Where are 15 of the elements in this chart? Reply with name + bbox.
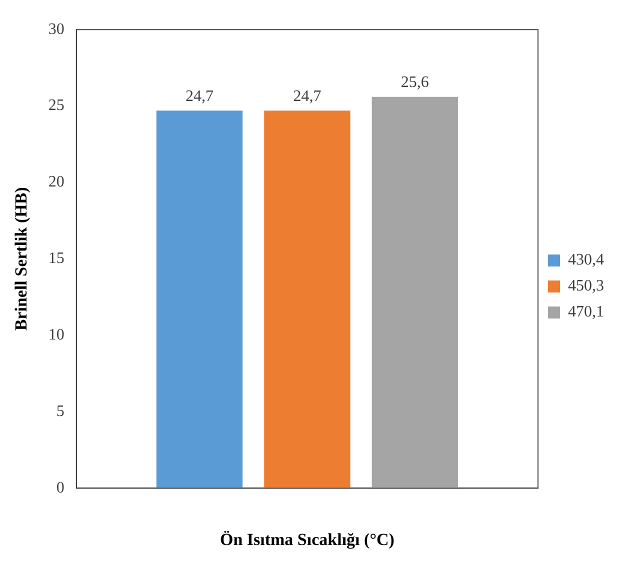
y-tick-label: 30 (48, 20, 64, 38)
data-label: 24,7 (293, 88, 322, 105)
y-tick-label: 5 (56, 402, 64, 420)
legend-label: 450,3 (568, 278, 604, 295)
y-tick-label: 20 (48, 174, 64, 191)
y-tick-label: 10 (48, 326, 64, 344)
legend-label: 430,4 (568, 252, 604, 269)
data-label: 25,6 (400, 74, 429, 92)
y-tick-label: 25 (48, 97, 64, 114)
y-axis-title: Brinell Sertlik (HB) (12, 187, 31, 331)
data-label: 24,7 (185, 88, 214, 105)
legend-label: 470,1 (568, 304, 604, 321)
y-tick-label: 0 (56, 479, 64, 496)
x-axis-title: Ön Isıtma Sıcaklığı (°C) (220, 530, 394, 550)
y-tick-label: 15 (48, 250, 64, 268)
